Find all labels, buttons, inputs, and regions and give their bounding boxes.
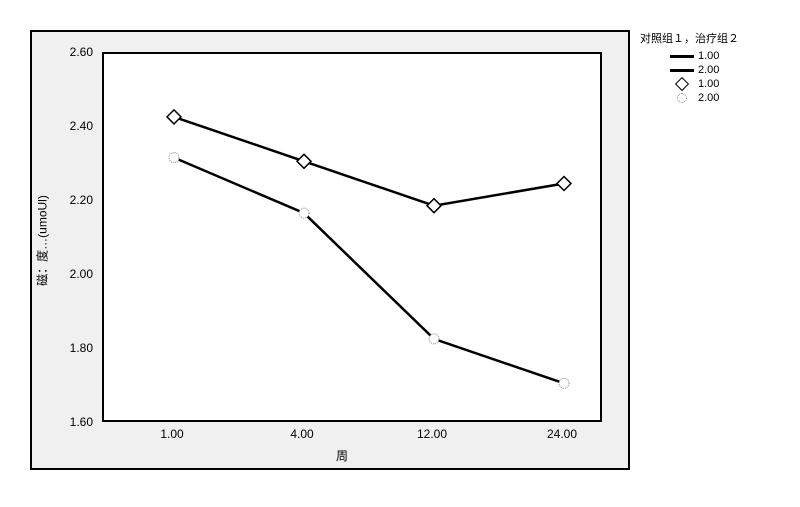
y-tick-label: 1.60	[70, 415, 93, 429]
y-tick-label: 2.60	[70, 45, 93, 59]
legend-line-icon	[670, 55, 694, 58]
chart-svg	[104, 54, 604, 424]
legend-item: 2.00	[670, 92, 739, 104]
x-tick-label: 12.00	[417, 427, 447, 441]
legend-label: 1.00	[698, 78, 719, 90]
x-tick-label: 4.00	[290, 427, 313, 441]
y-axis-label: 磁：度…(umoUl)	[34, 195, 51, 286]
chart-frame: 磁：度…(umoUl) 周 1.60 1.80 2.00 2.20 2.40 2.60 1.…	[30, 30, 630, 470]
plot-area	[102, 52, 602, 422]
diamond-marker	[427, 199, 441, 213]
diamond-marker	[167, 110, 181, 124]
series-line	[174, 117, 564, 206]
diamond-icon	[675, 77, 689, 91]
legend: 对照组１，治疗组２ 1.00 2.00 1.00 2.00	[640, 30, 739, 106]
legend-label: 2.00	[698, 92, 719, 104]
legend-title: 对照组１，治疗组２	[640, 30, 739, 46]
x-axis-label: 周	[336, 447, 348, 464]
legend-item: 1.00	[670, 50, 739, 62]
circle-marker	[429, 334, 439, 344]
y-tick-label: 2.20	[70, 193, 93, 207]
legend-label: 2.00	[698, 64, 719, 76]
x-tick-label: 24.00	[547, 427, 577, 441]
x-tick-label: 1.00	[160, 427, 183, 441]
legend-item: 1.00	[670, 78, 739, 90]
circle-icon	[677, 93, 687, 103]
y-tick-label: 1.80	[70, 341, 93, 355]
circle-marker	[299, 208, 309, 218]
diamond-marker	[297, 154, 311, 168]
circle-marker	[169, 153, 179, 163]
diamond-marker	[557, 177, 571, 191]
y-tick-label: 2.00	[70, 267, 93, 281]
series-line	[174, 158, 564, 384]
legend-item: 2.00	[670, 64, 739, 76]
legend-label: 1.00	[698, 50, 719, 62]
legend-line-icon	[670, 69, 694, 72]
y-tick-label: 2.40	[70, 119, 93, 133]
circle-marker	[559, 378, 569, 388]
